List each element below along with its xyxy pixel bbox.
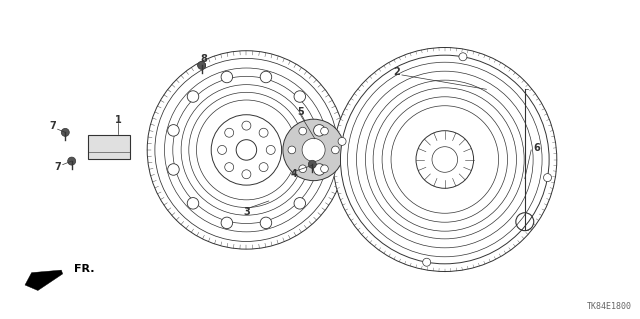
Circle shape — [308, 160, 316, 168]
Circle shape — [225, 163, 234, 172]
Circle shape — [543, 174, 552, 182]
Text: 2: 2 — [394, 67, 400, 77]
Text: 1: 1 — [115, 115, 122, 125]
Text: 7: 7 — [49, 121, 56, 131]
Circle shape — [338, 137, 346, 145]
Circle shape — [314, 125, 325, 136]
Circle shape — [321, 165, 328, 173]
Circle shape — [68, 157, 76, 165]
Circle shape — [242, 121, 251, 130]
Circle shape — [155, 58, 338, 241]
Circle shape — [260, 217, 272, 229]
Circle shape — [333, 48, 557, 271]
Circle shape — [288, 146, 296, 154]
Text: 5: 5 — [298, 107, 304, 117]
Text: 8: 8 — [200, 54, 207, 64]
Circle shape — [236, 140, 257, 160]
Circle shape — [225, 128, 234, 137]
Circle shape — [294, 91, 305, 102]
Circle shape — [188, 197, 199, 209]
Text: 6: 6 — [533, 143, 540, 153]
Circle shape — [259, 128, 268, 137]
Text: 4: 4 — [291, 169, 298, 179]
Circle shape — [211, 115, 282, 185]
Circle shape — [299, 165, 307, 173]
Circle shape — [294, 197, 305, 209]
Circle shape — [198, 61, 205, 70]
Circle shape — [168, 125, 179, 136]
Circle shape — [168, 164, 179, 175]
Text: 3: 3 — [243, 207, 250, 217]
Circle shape — [147, 51, 346, 249]
Circle shape — [432, 147, 458, 172]
Circle shape — [321, 127, 328, 135]
Polygon shape — [25, 270, 63, 291]
Circle shape — [221, 217, 232, 229]
Circle shape — [416, 131, 474, 188]
Circle shape — [242, 170, 251, 179]
Circle shape — [260, 71, 272, 83]
Circle shape — [266, 145, 275, 154]
Text: TK84E1800: TK84E1800 — [587, 302, 632, 311]
Circle shape — [259, 163, 268, 172]
Circle shape — [218, 145, 227, 154]
FancyBboxPatch shape — [88, 135, 130, 159]
Circle shape — [302, 138, 325, 161]
Text: 7: 7 — [54, 162, 61, 172]
Text: FR.: FR. — [74, 264, 95, 274]
Circle shape — [221, 71, 232, 83]
Circle shape — [61, 128, 69, 137]
Circle shape — [340, 55, 549, 264]
Circle shape — [314, 164, 325, 175]
Circle shape — [283, 119, 344, 181]
Circle shape — [299, 127, 307, 135]
Circle shape — [422, 258, 431, 266]
Circle shape — [188, 91, 199, 102]
Circle shape — [332, 146, 339, 154]
Circle shape — [459, 53, 467, 61]
